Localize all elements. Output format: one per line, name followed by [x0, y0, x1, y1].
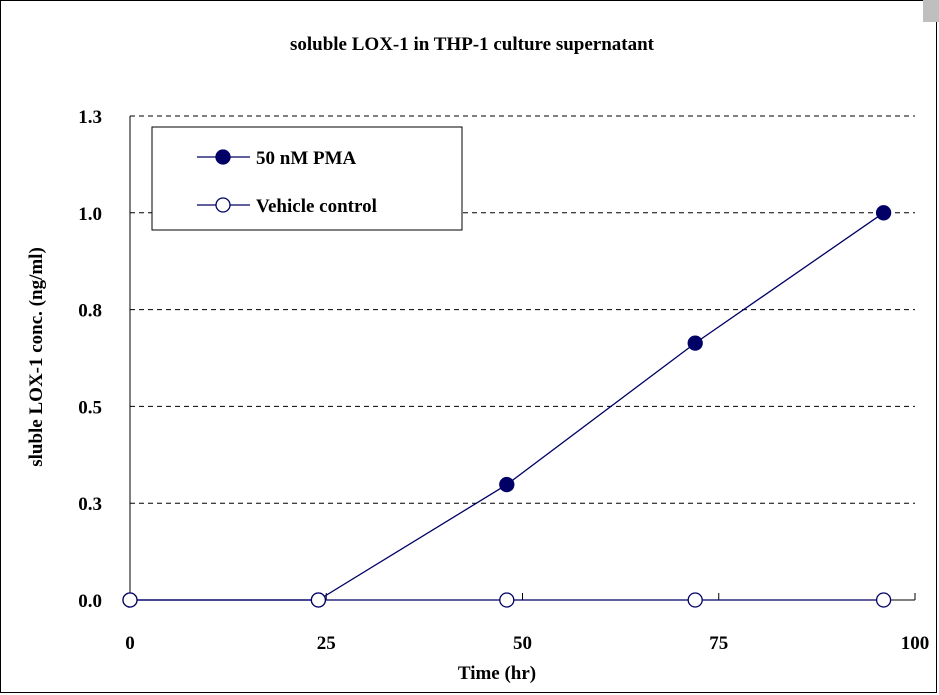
y-tick-label: 0.8 [78, 301, 102, 322]
legend-marker-vehicle-control [215, 197, 231, 213]
y-tick-label: 0.5 [78, 397, 102, 418]
legend-label-50-nm-pma: 50 nM PMA [256, 148, 357, 169]
chart-title: soluble LOX-1 in THP-1 culture supernata… [290, 34, 655, 55]
y-tick-label: 1.0 [78, 204, 102, 225]
x-tick-label: 100 [901, 633, 930, 654]
x-tick-label: 0 [125, 633, 135, 654]
axis-layer: 0.0 0.3 0.5 0.8 1.0 1.3 0 25 50 75 100 [78, 107, 929, 654]
data-point-50-nm-pma [687, 335, 703, 351]
series-layer [122, 205, 892, 608]
x-axis-label: Time (hr) [458, 663, 536, 684]
y-tick-label: 0.3 [78, 494, 102, 515]
y-tick-label: 0.0 [78, 591, 102, 612]
x-tick-label: 25 [317, 633, 336, 654]
corner-mark [923, 0, 939, 22]
y-tick-label: 1.3 [78, 107, 102, 128]
x-tick-label: 75 [709, 633, 728, 654]
legend: 50 nM PMA Vehicle control [151, 126, 463, 231]
data-point-50-nm-pma [499, 476, 515, 493]
data-point-vehicle-control [310, 592, 327, 608]
data-point-50-nm-pma [875, 205, 892, 221]
legend-marker-50-nm-pma [215, 149, 231, 165]
data-point-vehicle-control [687, 592, 703, 608]
x-tick-label: 50 [513, 633, 532, 654]
y-axis-label: sluble LOX-1 conc. (ng/ml) [26, 247, 47, 467]
data-point-vehicle-control [122, 592, 138, 608]
data-point-vehicle-control [499, 592, 515, 608]
legend-box [151, 126, 463, 231]
legend-label-vehicle-control: Vehicle control [256, 196, 377, 217]
data-point-vehicle-control [875, 592, 892, 608]
